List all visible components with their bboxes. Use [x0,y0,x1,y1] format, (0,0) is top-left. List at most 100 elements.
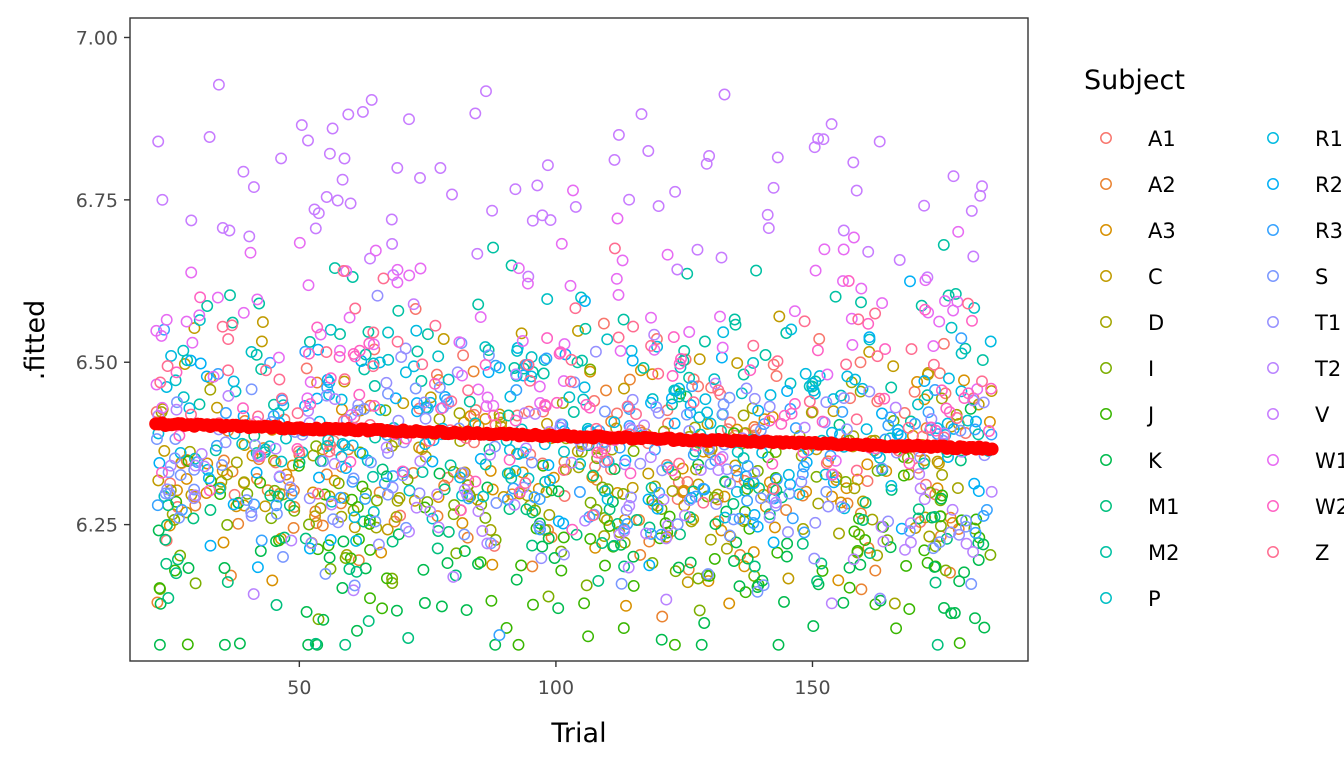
data-point [595,447,608,460]
data-point [186,336,199,349]
data-point [250,466,263,479]
data-point [558,445,570,458]
data-point [780,504,793,516]
data-point [617,487,630,500]
data-point [402,632,415,644]
data-point [480,400,493,413]
data-point [847,156,860,169]
data-point [580,579,593,592]
data-point [316,519,329,532]
data-point [512,638,525,651]
data-point [698,617,711,629]
legend-key [1267,178,1279,190]
x-axis: 50 100 150 [287,661,831,699]
data-point [483,443,496,456]
data-point [938,427,951,440]
data-point [835,496,847,509]
legend-key [1267,270,1279,282]
data-point [931,638,944,651]
data-point [303,542,316,555]
data-point [837,275,849,288]
data-point [474,311,487,324]
data-point [985,485,998,498]
data-point [435,402,448,415]
data-point [485,594,498,607]
data-point [683,326,696,338]
data-point [333,351,346,363]
x-tick-label: 50 [287,677,311,699]
data-point [748,392,761,405]
data-point [237,306,250,319]
data-point [432,350,445,363]
legend-label: A2 [1148,173,1176,197]
data-point [897,469,910,482]
data-point [454,504,467,517]
data-point [486,558,499,571]
data-point [237,402,249,415]
data-point [211,291,224,304]
data-point [222,364,235,377]
data-point [170,567,183,580]
data-point [224,289,236,302]
data-point [860,423,873,436]
data-point [283,499,296,512]
data-point [714,310,726,323]
data-point [254,476,267,489]
data-point [662,519,675,532]
data-point [700,157,713,170]
data-point [686,380,699,393]
data-point [955,385,968,398]
data-point [730,536,743,549]
data-point [300,605,313,618]
data-point [618,525,631,538]
data-point [652,200,665,213]
y-tick-label: 7.00 [76,27,118,49]
data-point [437,333,450,345]
data-point [849,373,862,386]
data-point [245,509,258,522]
data-point [723,597,736,610]
data-point [275,392,288,405]
data-point [171,396,183,409]
data-point [819,468,832,481]
data-point [204,539,217,552]
data-point [773,310,786,323]
data-point [721,463,734,476]
legend-item: P [1100,587,1161,611]
data-point [259,500,272,513]
data-point [921,271,934,284]
data-point [980,503,993,516]
data-point [933,367,946,380]
data-point [954,424,967,437]
data-point [555,545,568,558]
data-point [648,343,661,356]
data-point [850,184,863,197]
data-point [784,478,797,491]
data-point [809,516,822,529]
data-point [453,407,466,420]
legend-item: R2 [1267,173,1343,197]
data-point [307,486,319,499]
data-point [421,328,434,341]
data-point [768,521,781,534]
data-point [966,314,978,327]
data-point [256,316,269,329]
data-point [919,274,932,287]
data-point [376,463,389,476]
data-point [642,467,655,480]
data-point [541,159,554,172]
data-point [311,543,324,556]
data-point [183,402,196,415]
data-point [444,459,457,472]
data-point [614,344,627,357]
legend-item: R1 [1267,127,1343,151]
data-point [608,463,621,476]
data-point [536,209,549,222]
legend-key [1267,362,1279,374]
data-point [780,550,793,563]
data-point [712,384,725,397]
data-point [727,497,740,510]
data-point [510,384,523,397]
data-point [342,108,355,121]
data-point [952,225,965,238]
